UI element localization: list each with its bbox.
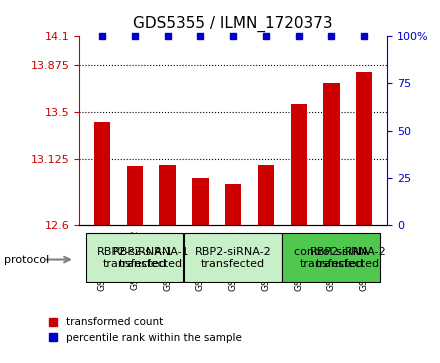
Bar	[356, 72, 372, 225]
Bar	[323, 83, 340, 225]
Text: control siRNA
transfected: control siRNA transfected	[294, 247, 369, 269]
Text: RBP2-siRNA-2
transfected: RBP2-siRNA-2 transfected	[309, 247, 386, 269]
Bar	[192, 179, 209, 225]
Text: RBP2-siRNA-1
transfected: RBP2-siRNA-1 transfected	[97, 247, 173, 269]
Text: RBP2-siRNA-1
transfected: RBP2-siRNA-1 transfected	[113, 247, 190, 269]
Bar	[94, 122, 110, 225]
Bar	[290, 104, 307, 225]
Text: RBP2-siRNA-2
transfected: RBP2-siRNA-2 transfected	[195, 247, 271, 269]
Bar	[258, 165, 274, 225]
FancyBboxPatch shape	[86, 233, 183, 282]
Title: GDS5355 / ILMN_1720373: GDS5355 / ILMN_1720373	[133, 16, 333, 32]
FancyBboxPatch shape	[282, 233, 380, 282]
Bar	[127, 166, 143, 225]
Bar	[159, 165, 176, 225]
Legend: transformed count, percentile rank within the sample: transformed count, percentile rank withi…	[49, 317, 242, 343]
FancyBboxPatch shape	[184, 233, 282, 282]
Bar	[225, 184, 242, 225]
Text: protocol: protocol	[4, 254, 50, 265]
